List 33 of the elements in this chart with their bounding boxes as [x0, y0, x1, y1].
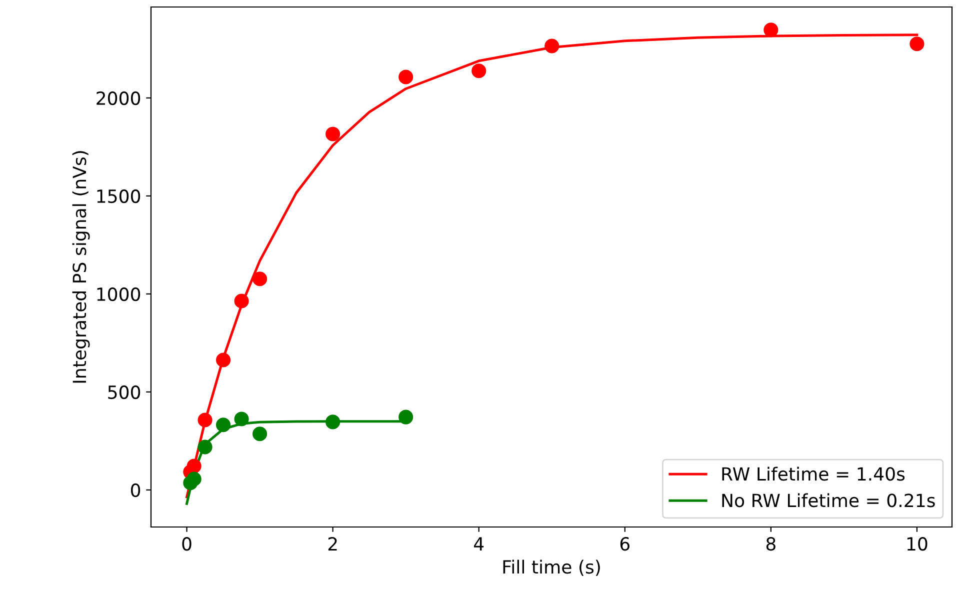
x-tick-label: 6	[620, 537, 630, 551]
point	[910, 36, 924, 52]
point	[216, 418, 231, 432]
legend-label: RW Lifetime = 1.40s	[722, 466, 905, 481]
point	[198, 412, 212, 428]
y-tick-label: 1000	[97, 287, 140, 302]
point	[186, 458, 202, 474]
point	[216, 352, 231, 368]
point	[198, 440, 212, 454]
y-tick-label: 1500	[97, 189, 140, 204]
point	[326, 414, 340, 430]
x-tick-label: 4	[474, 537, 484, 550]
point	[472, 64, 486, 78]
y-tick-label: 500	[108, 385, 140, 400]
x-tick-label: 2	[328, 537, 337, 550]
point	[398, 70, 414, 84]
y-axis-title: Integrated PS signal (nVs)	[72, 151, 90, 383]
x-tick-label: 0	[182, 537, 192, 551]
point	[186, 472, 202, 486]
point	[252, 426, 268, 442]
x-axis-title: Fill time (s)	[503, 560, 600, 576]
point	[252, 272, 268, 286]
point	[326, 126, 340, 142]
point	[234, 294, 249, 308]
point	[544, 38, 560, 54]
point	[234, 412, 249, 426]
y-tick-label: 0	[130, 483, 140, 498]
point	[398, 410, 414, 424]
x-tick-label: 8	[766, 537, 776, 551]
y-tick-label: 2000	[96, 91, 140, 106]
point	[764, 22, 778, 38]
legend-label: No RW Lifetime = 0.21s	[722, 493, 935, 508]
x-tick-label: 10	[907, 537, 928, 551]
